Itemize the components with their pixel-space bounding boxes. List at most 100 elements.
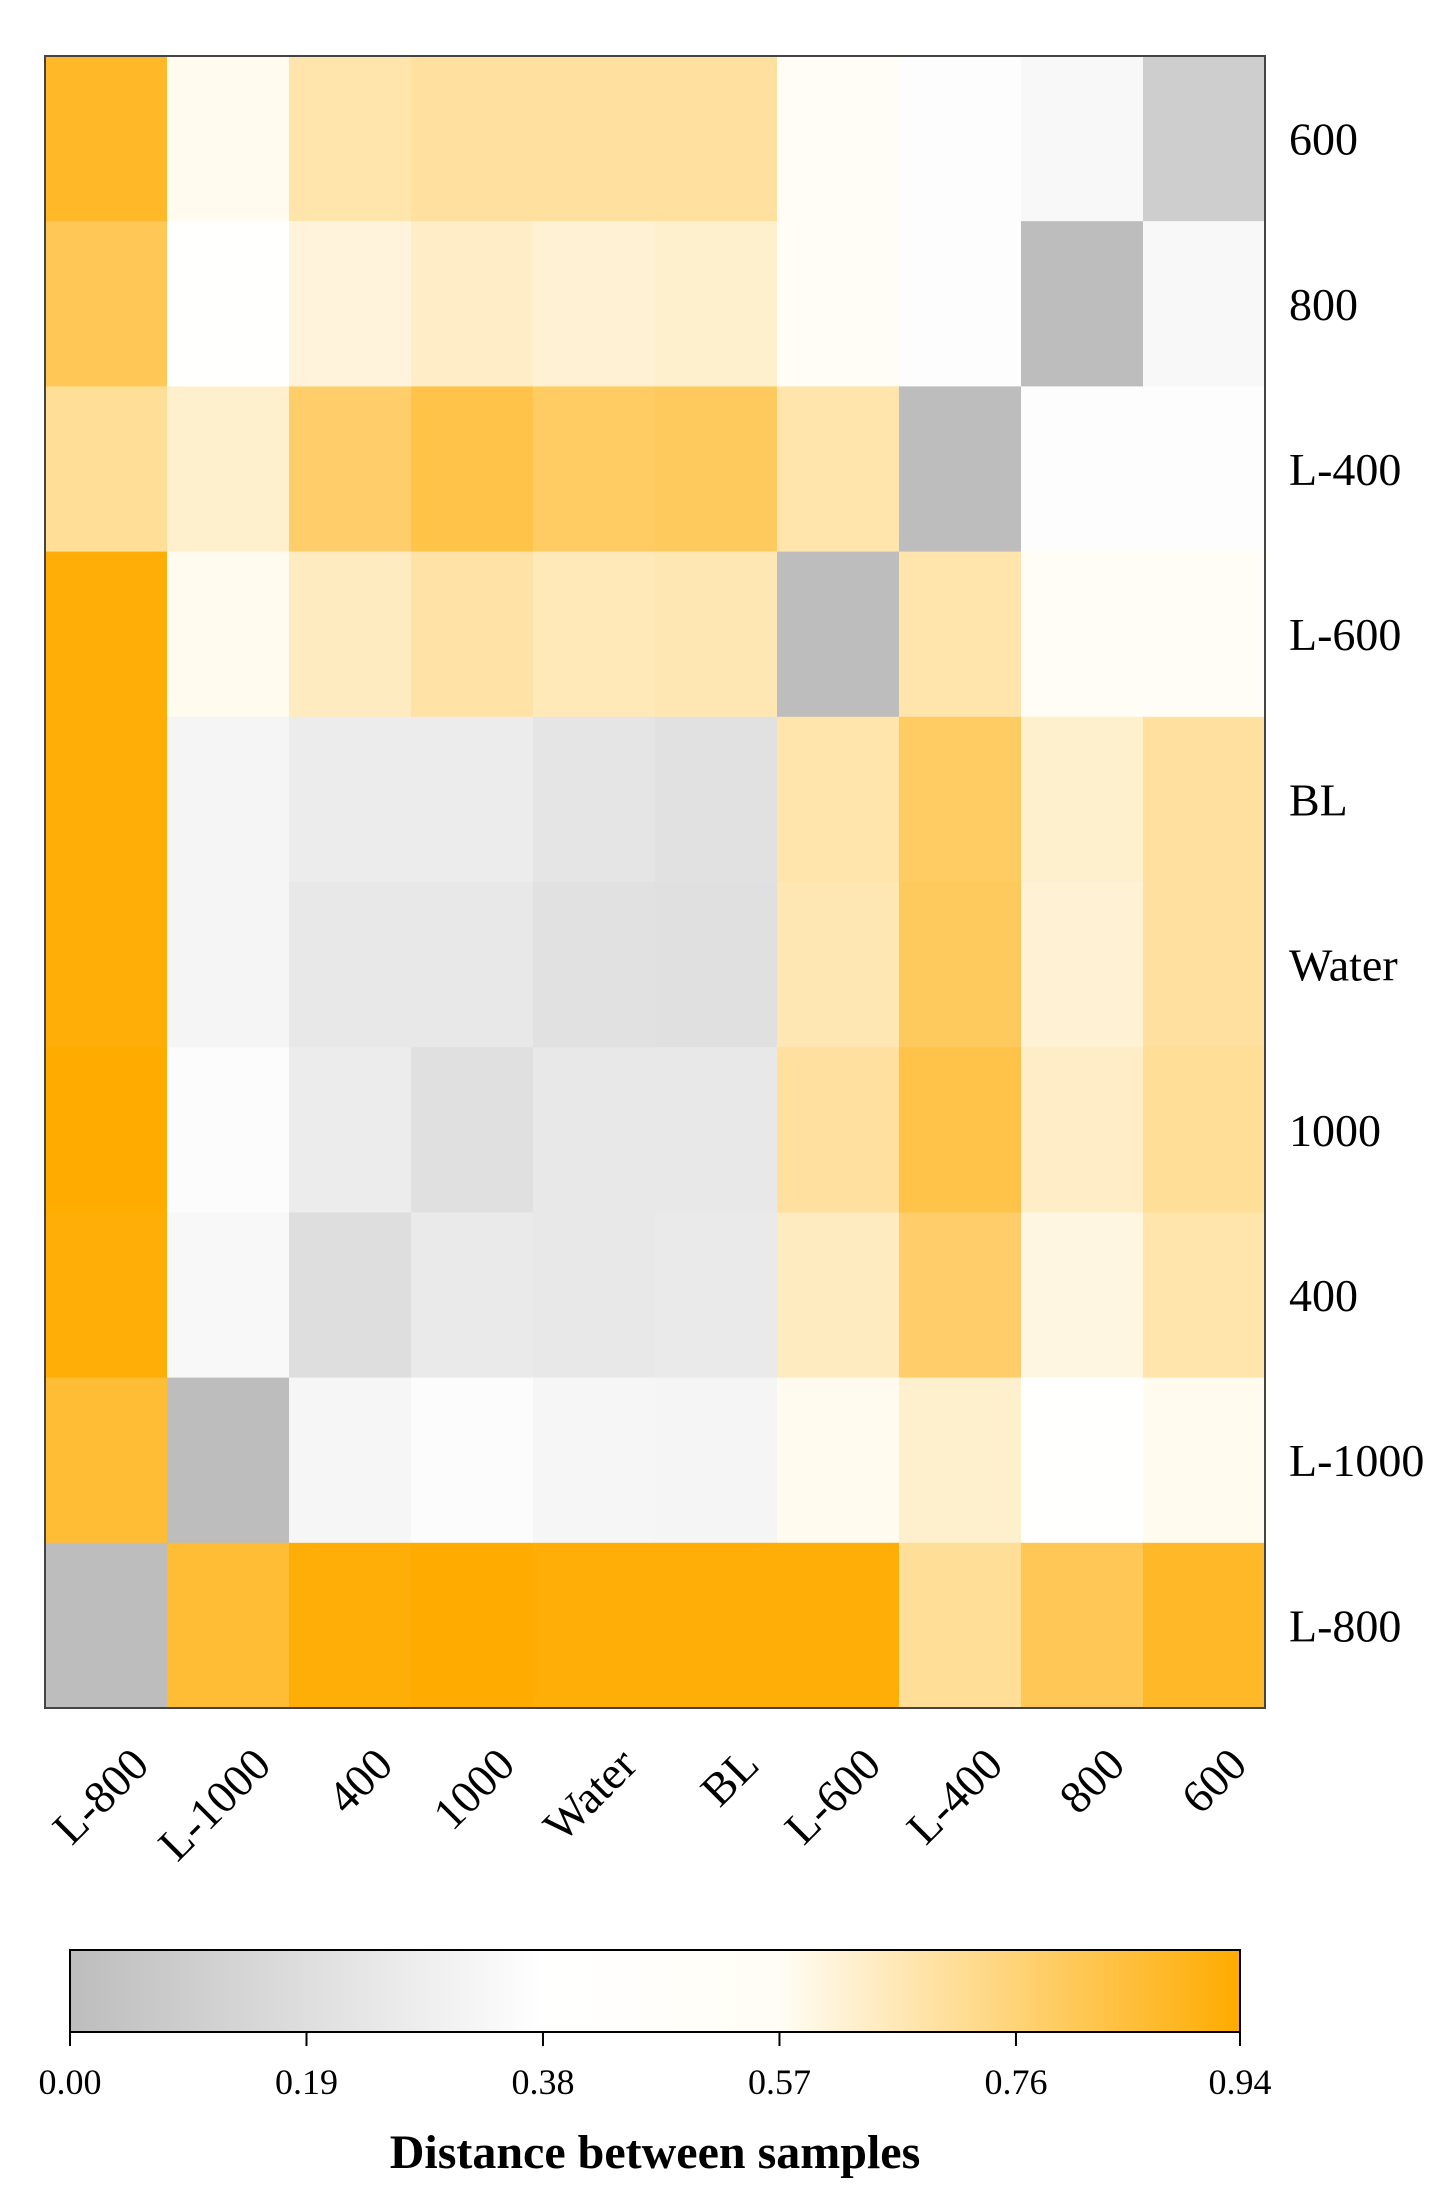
heatmap-cell [167, 882, 290, 1048]
heatmap-cell [533, 1212, 656, 1379]
x-tick-label: L-600 [775, 1738, 891, 1854]
heatmap-cell [45, 1212, 168, 1379]
y-tick-label: 800 [1289, 279, 1358, 330]
heatmap-cell [533, 1377, 656, 1544]
heatmap-cell [1143, 1377, 1266, 1544]
x-tick-label: L-800 [43, 1738, 159, 1854]
heatmap-cell [777, 56, 900, 222]
colorbar-tick-label: 0.00 [39, 2062, 102, 2102]
heatmap-cell [1021, 1047, 1144, 1213]
heatmap-cell [167, 1542, 290, 1709]
y-tick-label: 600 [1289, 114, 1358, 165]
heatmap-cell [533, 386, 656, 553]
heatmap-cell [777, 386, 900, 553]
heatmap-cell [777, 1377, 900, 1544]
heatmap-cell [45, 1542, 168, 1709]
heatmap-cell [167, 221, 290, 387]
heatmap-cell [533, 882, 656, 1048]
heatmap-cell [411, 551, 534, 718]
heatmap-cell [777, 221, 900, 387]
heatmap-cell [411, 221, 534, 387]
colorbar-gradient [69, 1949, 1241, 2033]
x-tick-label: 400 [317, 1738, 402, 1823]
heatmap-cell [777, 1047, 900, 1213]
heatmap-cell [899, 1047, 1022, 1213]
heatmap-cell [899, 386, 1022, 553]
heatmap-cell [899, 1212, 1022, 1379]
heatmap-cell [289, 1212, 412, 1379]
y-tick-label: BL [1289, 774, 1348, 825]
heatmap-cell [45, 386, 168, 553]
heatmap-cell [45, 1377, 168, 1544]
heatmap-cell [289, 716, 412, 883]
y-tick-label: L-1000 [1289, 1435, 1424, 1486]
heatmap-cell [45, 1047, 168, 1213]
heatmap-cell [1021, 221, 1144, 387]
heatmap-cell [411, 1212, 534, 1379]
heatmap-cell [411, 882, 534, 1048]
heatmap-cell [1143, 882, 1266, 1048]
heatmap-cell [655, 1377, 778, 1544]
y-tick-label: 400 [1289, 1270, 1358, 1321]
y-tick-label: Water [1289, 940, 1398, 991]
heatmap-cell [655, 1047, 778, 1213]
x-tick-label: 600 [1171, 1738, 1256, 1823]
colorbar: 0.00 0.19 0.38 0.57 0.76 0.94 Distance betwee… [39, 1949, 1272, 2179]
heatmap-cell [167, 56, 290, 222]
heatmap-cell [289, 551, 412, 718]
y-tick-label: L-400 [1289, 444, 1401, 495]
heatmap-cell [289, 221, 412, 387]
heatmap-cell [533, 221, 656, 387]
heatmap-cell [289, 1542, 412, 1709]
heatmap-cell [289, 1047, 412, 1213]
colorbar-tick-label: 0.57 [748, 2062, 811, 2102]
heatmap-cell [777, 716, 900, 883]
colorbar-tick-label: 0.38 [511, 2062, 574, 2102]
heatmap-cell [777, 1212, 900, 1379]
heatmap-cell [411, 1377, 534, 1544]
heatmap-cell [899, 221, 1022, 387]
heatmap-cell [655, 56, 778, 222]
heatmap-cell [655, 716, 778, 883]
heatmap-cell [1021, 386, 1144, 553]
heatmap-cell [1143, 386, 1266, 553]
heatmap-cell [1143, 551, 1266, 718]
heatmap-cell [1143, 221, 1266, 387]
heatmap-cell [289, 882, 412, 1048]
heatmap-cell [45, 221, 168, 387]
x-tick-label: BL [691, 1738, 769, 1816]
heatmap-cell [533, 1542, 656, 1709]
colorbar-tick-label: 0.76 [984, 2062, 1047, 2102]
heatmap-cell [899, 56, 1022, 222]
heatmap-cell [533, 716, 656, 883]
heatmap-cell [1143, 1047, 1266, 1213]
heatmap-cell [655, 551, 778, 718]
heatmap-cell [45, 716, 168, 883]
heatmap-cell [533, 1047, 656, 1213]
heatmap-cell [533, 551, 656, 718]
heatmap-cell [167, 386, 290, 553]
heatmap-cell [1143, 1542, 1266, 1709]
y-tick-label: L-800 [1289, 1600, 1401, 1651]
heatmap-cell [45, 551, 168, 718]
y-tick-label: L-600 [1289, 609, 1401, 660]
heatmap-cell [777, 551, 900, 718]
colorbar-ticks: 0.00 0.19 0.38 0.57 0.76 0.94 [39, 2032, 1272, 2102]
heatmap-cell [899, 716, 1022, 883]
heatmap-cell [899, 551, 1022, 718]
heatmap-cell [899, 882, 1022, 1048]
x-tick-label: L-1000 [148, 1738, 280, 1870]
heatmap-cell [289, 386, 412, 553]
heatmap-cell [655, 1542, 778, 1709]
colorbar-tick-label: 0.19 [275, 2062, 338, 2102]
heatmap-cells [45, 56, 1266, 1709]
heatmap-cell [411, 386, 534, 553]
heatmap-cell [411, 56, 534, 222]
heatmap-cell [1021, 716, 1144, 883]
heatmap-cell [167, 1377, 290, 1544]
heatmap-cell [655, 1212, 778, 1379]
heatmap-cell [1021, 1212, 1144, 1379]
x-tick-label: L-400 [897, 1738, 1013, 1854]
heatmap-cell [777, 882, 900, 1048]
